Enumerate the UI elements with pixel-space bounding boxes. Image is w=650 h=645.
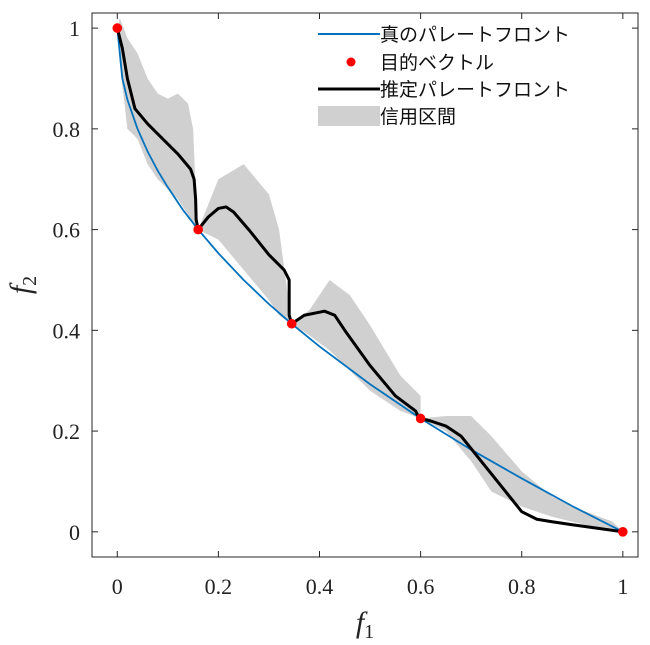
objective-vector-point [286, 318, 297, 329]
true-pareto-front-line [116, 28, 624, 533]
objective-vector-point [415, 413, 426, 424]
y-axis-ticks: 0 0.2 0.4 0.6 0.8 1 [53, 16, 638, 545]
y-tick-label: 0.8 [53, 117, 81, 142]
y-tick-label: 0 [69, 520, 80, 545]
y-tick-label: 0.6 [53, 218, 81, 243]
axes-frame [91, 12, 639, 558]
x-tick-label: 1 [617, 574, 628, 599]
x-axis-ticks: 0 0.2 0.4 0.6 0.8 1 [112, 13, 628, 599]
x-tick-label: 0 [112, 574, 123, 599]
x-axis-label: f1 [356, 606, 374, 643]
legend-label-estimated-front: 推定パレートフロント [380, 79, 570, 101]
objective-vector-point [112, 23, 123, 33]
estimated-pareto-front-line [115, 26, 625, 534]
legend-label-objective-vectors: 目的ベクトル [380, 52, 494, 74]
plot-area [112, 18, 628, 537]
legend-swatch-objective-vectors [346, 57, 356, 67]
y-tick-label: 0.4 [53, 318, 81, 343]
legend-label-credible-interval: 信用区間 [380, 106, 456, 128]
x-tick-label: 0.6 [407, 574, 435, 599]
legend: 真のパレートフロント 目的ベクトル 推定パレートフロント 信用区間 [318, 24, 570, 128]
y-tick-label: 1 [69, 16, 80, 41]
objective-vector-point [618, 527, 628, 537]
legend-swatch-credible-interval [318, 106, 380, 126]
x-tick-label: 0.4 [306, 574, 334, 599]
x-tick-label: 0.2 [205, 574, 233, 599]
x-tick-label: 0.8 [508, 574, 536, 599]
objective-vector-point [193, 224, 203, 235]
y-axis-label-sub: 2 [19, 276, 41, 286]
lines-layer [115, 26, 625, 534]
y-axis-label: f2 [4, 276, 41, 294]
legend-label-true-front: 真のパレートフロント [380, 24, 570, 46]
y-tick-label: 0.2 [53, 419, 81, 444]
points-layer [112, 23, 628, 537]
x-axis-label-sub: 1 [364, 621, 374, 643]
